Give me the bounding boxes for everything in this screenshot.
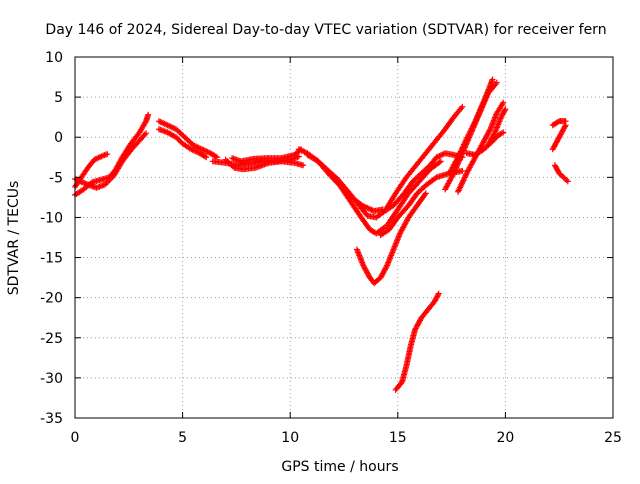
data-point-marker [343, 188, 350, 195]
y-tick-label: 0 [54, 130, 63, 146]
data-points [72, 76, 571, 393]
x-tick-label: 5 [178, 430, 187, 446]
data-point-marker [489, 76, 496, 83]
y-tick-label: -30 [40, 371, 63, 387]
data-point-marker [493, 79, 500, 86]
data-point-marker [345, 190, 352, 197]
data-point-marker [365, 205, 372, 212]
data-point-marker [342, 187, 349, 194]
x-tick-label: 20 [496, 430, 514, 446]
y-tick-label: -10 [40, 210, 63, 226]
data-point-marker [77, 178, 84, 185]
data-point-marker [78, 178, 85, 185]
grid-lines [75, 57, 613, 418]
data-point-marker [341, 186, 347, 193]
y-tick-label: -15 [40, 251, 63, 267]
data-point-marker [80, 179, 87, 186]
data-point-marker [363, 204, 370, 211]
data-point-marker [74, 177, 81, 184]
data-point-marker [76, 177, 83, 184]
data-point-marker [81, 180, 88, 187]
data-point-marker [361, 203, 368, 210]
data-point-marker [562, 122, 569, 129]
y-tick-label: 10 [45, 50, 63, 66]
axis-ticks: 0 5 10 15 20 25 -35 -30 -25 -20 -15 -10 -5 0 5 10 [40, 50, 622, 446]
data-point-marker [435, 290, 442, 297]
data-point-marker [347, 192, 354, 199]
data-point-marker [203, 154, 210, 161]
data-point-marker [561, 123, 568, 130]
data-point-marker [212, 153, 219, 160]
data-point-marker [434, 291, 441, 298]
y-tick-label: -20 [40, 291, 63, 307]
data-point-marker [500, 129, 507, 136]
data-point-marker [360, 203, 367, 210]
data-point-marker [502, 106, 509, 113]
plot-frame [74, 56, 614, 419]
y-tick-label: 5 [54, 90, 63, 106]
data-point-marker [490, 131, 497, 138]
x-tick-label: 25 [604, 430, 622, 446]
data-point-marker [437, 158, 444, 165]
data-point-marker [367, 206, 374, 213]
data-point-marker [459, 167, 466, 174]
data-point-marker [564, 178, 571, 185]
y-tick-label: -25 [40, 331, 63, 347]
y-tick-label: -35 [40, 411, 63, 427]
data-point-marker [145, 111, 152, 118]
data-point-marker [422, 190, 429, 197]
data-point-marker [436, 159, 443, 166]
data-point-marker [201, 153, 208, 160]
x-tick-label: 0 [71, 430, 80, 446]
data-point-marker [364, 205, 371, 212]
data-point-marker [383, 263, 390, 270]
data-point-marker [104, 151, 111, 158]
chart-title: Day 146 of 2024, Sidereal Day-to-day VTE… [45, 22, 606, 38]
data-point-marker [143, 130, 150, 137]
data-point-marker [421, 191, 428, 198]
data-point-marker [500, 99, 507, 106]
data-point-marker [486, 127, 493, 134]
data-point-marker [346, 191, 353, 198]
y-axis-label: SDTVAR / TECUs [6, 181, 22, 296]
data-point-marker [349, 194, 356, 201]
x-axis-label: GPS time / hours [281, 459, 398, 475]
x-tick-label: 10 [281, 430, 299, 446]
data-point-marker [501, 107, 508, 114]
data-point-marker [368, 206, 375, 213]
x-tick-label: 15 [389, 430, 407, 446]
data-point-marker [300, 162, 307, 169]
data-point-marker [459, 103, 466, 110]
y-tick-label: -5 [49, 170, 63, 186]
